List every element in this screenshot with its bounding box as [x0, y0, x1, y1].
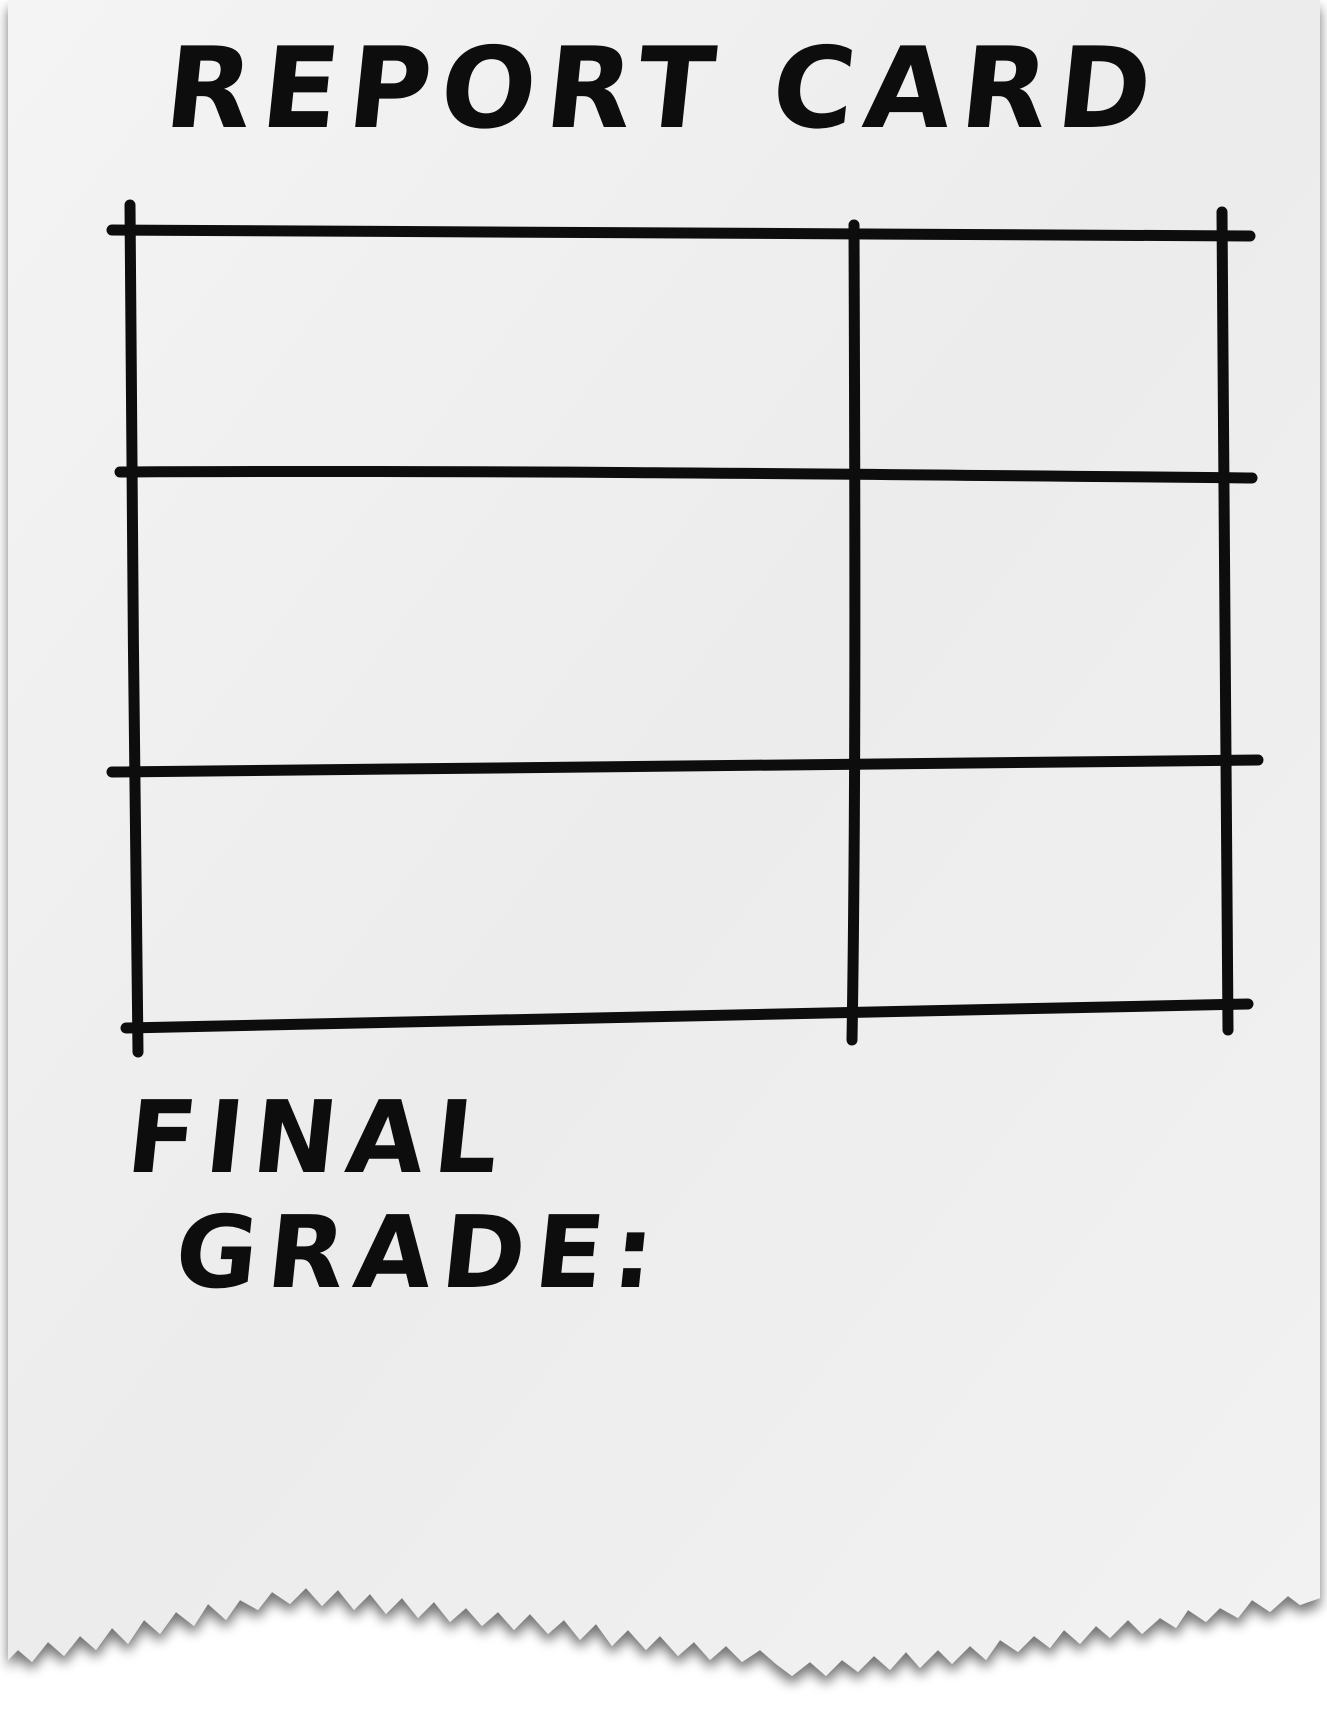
table-line-middle: [846, 219, 861, 1046]
table-line-left: [124, 199, 144, 1058]
final-grade-label: FINAL GRADE:: [110, 1079, 682, 1311]
table-line-row2: [106, 754, 1264, 778]
paper-shape: [8, 0, 1320, 1676]
final-grade-line1: FINAL: [121, 1079, 515, 1196]
table-line-top: [106, 224, 1256, 242]
table-line-bottom: [120, 998, 1254, 1034]
table-line-row1: [114, 465, 1258, 484]
final-grade-line2: GRADE:: [169, 1194, 670, 1311]
table-line-right: [1216, 206, 1234, 1036]
